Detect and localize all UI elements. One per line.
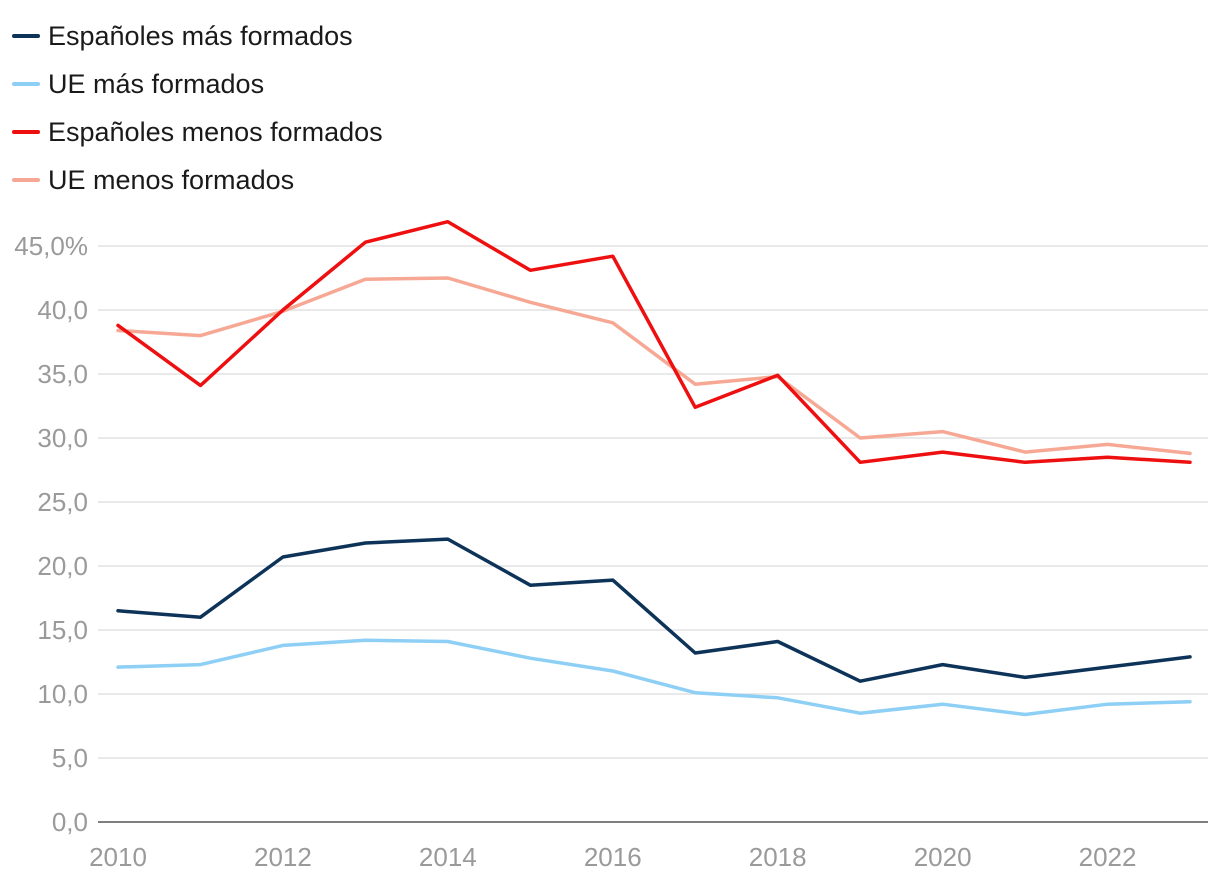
y-tick-label: 0,0 (52, 807, 88, 837)
y-tick-label: 15,0 (37, 615, 88, 645)
legend-item: UE menos formados (12, 156, 383, 204)
series-line (116, 537, 1192, 683)
x-axis-ticks: 2010 2012 2014 2016 2018 2020 2022 (89, 842, 1136, 872)
legend-swatch (12, 178, 40, 182)
x-tick-label: 2012 (254, 842, 312, 872)
y-tick-label: 20,0 (37, 551, 88, 581)
y-tick-label: 40,0 (37, 295, 88, 325)
x-tick-label: 2020 (914, 842, 972, 872)
x-tick-label: 2010 (89, 842, 147, 872)
y-tick-label: 45,0% (14, 231, 88, 261)
legend-item: Españoles más formados (12, 12, 383, 60)
x-tick-label: 2014 (419, 842, 477, 872)
series-line (116, 638, 1192, 717)
y-tick-label: 5,0 (52, 743, 88, 773)
series-line (116, 276, 1192, 456)
x-tick-label: 2022 (1079, 842, 1137, 872)
y-axis-ticks: 0,0 5,0 10,0 15,0 20,0 25,0 30,0 35,0 40,0 45,0% (14, 231, 88, 837)
y-tick-label: 35,0 (37, 359, 88, 389)
x-tick-label: 2016 (584, 842, 642, 872)
chart-legend: Españoles más formados UE más formados Esp… (12, 12, 383, 204)
legend-label: UE más formados (48, 68, 265, 99)
legend-swatch (12, 82, 40, 86)
legend-label: Españoles más formados (48, 20, 353, 51)
series-line (116, 219, 1192, 465)
y-tick-label: 10,0 (37, 679, 88, 709)
x-tick-label: 2018 (749, 842, 807, 872)
grid-lines (98, 245, 1208, 823)
legend-swatch (12, 34, 40, 38)
legend-label: UE menos formados (48, 164, 295, 195)
legend-swatch (12, 130, 40, 134)
legend-item: Españoles menos formados (12, 108, 383, 156)
legend-item: UE más formados (12, 60, 383, 108)
y-tick-label: 30,0 (37, 423, 88, 453)
y-tick-label: 25,0 (37, 487, 88, 517)
legend-label: Españoles menos formados (48, 116, 383, 147)
series-lines (116, 219, 1192, 717)
